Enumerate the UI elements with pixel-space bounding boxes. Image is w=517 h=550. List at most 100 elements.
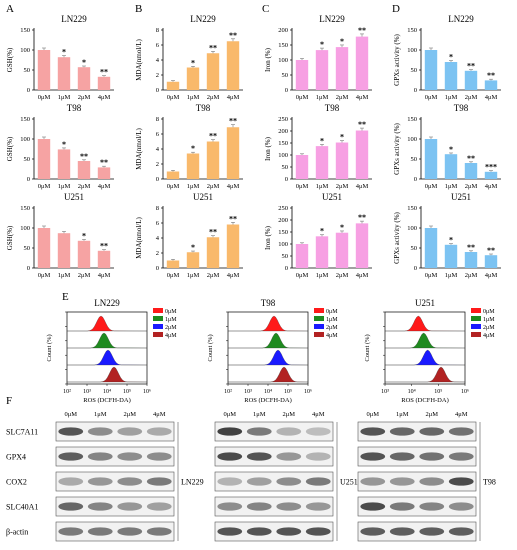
y-tick-label: 150: [20, 27, 30, 34]
band: [389, 452, 415, 461]
legend-swatch: [153, 324, 163, 329]
x-tick-label: 10⁶: [461, 389, 469, 395]
band: [87, 452, 113, 461]
chart-title: LN229: [319, 14, 345, 24]
histogram-0μM: [385, 315, 466, 332]
y-tick-label: 0: [285, 87, 288, 94]
y-tick-label: 50: [411, 67, 418, 74]
band: [360, 452, 386, 461]
band: [87, 527, 113, 536]
x-tick-label: 2μM: [207, 183, 220, 190]
significance-label: *: [82, 58, 86, 67]
blot-strip-β-actin: [357, 521, 477, 542]
legend-swatch: [314, 308, 324, 313]
bar: [295, 155, 309, 179]
band: [360, 502, 386, 511]
bar: [206, 237, 220, 268]
histogram-2μM: [228, 349, 309, 366]
histogram-4μM: [385, 366, 466, 383]
band: [305, 477, 331, 486]
y-tick-label: 0: [414, 176, 417, 183]
y-tick-label: 50: [282, 164, 289, 171]
blot-strip-SLC7A11: [214, 421, 334, 442]
y-tick-label: 50: [411, 245, 418, 252]
significance-label: *: [320, 40, 324, 49]
x-tick-label: 10⁴: [264, 389, 272, 395]
band: [305, 527, 331, 536]
bar: [77, 67, 91, 90]
band: [246, 427, 272, 436]
significance-label: *: [62, 48, 66, 57]
y-tick-label: 0: [156, 265, 159, 272]
bar: [315, 50, 329, 90]
band: [419, 527, 445, 536]
x-tick-label: 2μM: [78, 94, 91, 101]
x-tick-label: 10²: [63, 389, 71, 395]
y-tick-label: 50: [282, 253, 289, 260]
band: [448, 477, 474, 486]
protein-label-SLC7A11: SLC7A11: [6, 428, 38, 437]
x-tick-label: 10³: [381, 389, 389, 395]
legend-swatch: [314, 324, 324, 329]
bar: [464, 163, 478, 179]
x-tick-label: 2μM: [336, 94, 349, 101]
significance-label: **: [100, 242, 108, 251]
x-tick-label: 10⁴: [408, 389, 416, 395]
legend-swatch: [471, 308, 481, 313]
bar: [484, 80, 498, 90]
legend-label: 2μM: [165, 325, 177, 331]
blot-strip-SLC40A1: [214, 496, 334, 517]
band: [276, 502, 302, 511]
band: [246, 502, 272, 511]
band: [58, 477, 84, 486]
lane-label: 0μM: [64, 411, 77, 418]
blot-strip-SLC7A11: [55, 421, 175, 442]
significance-label: *: [449, 236, 453, 245]
bar-chart-C-LN229: LN229 Iron (%) 0 50 100 150 200 0μM * 1μM * 2μM ** 4μ…: [264, 14, 372, 101]
lane-label: 4μM: [312, 411, 325, 418]
band: [87, 502, 113, 511]
significance-label: **: [209, 228, 217, 237]
chart-title: T98: [454, 103, 469, 113]
x-tick-label: 2μM: [78, 272, 91, 279]
bar: [206, 53, 220, 90]
x-tick-label: 0μM: [296, 272, 309, 279]
x-tick-label: 10³: [83, 389, 91, 395]
bar: [355, 36, 369, 90]
legend-label: 0μM: [326, 309, 338, 315]
significance-label: *: [340, 133, 344, 142]
bar: [355, 223, 369, 268]
band: [448, 452, 474, 461]
y-tick-label: 100: [278, 57, 288, 64]
y-tick-label: 100: [407, 136, 417, 143]
x-tick-label: 2μM: [336, 272, 349, 279]
bar: [444, 244, 458, 268]
bar: [186, 153, 200, 179]
significance-label: **: [209, 43, 217, 52]
bar-chart-B-T98: T98 MDA(nmol/L) 0 2 4 6 8 0μM * 1μM ** 2μM ** 4μM: [135, 103, 243, 190]
y-axis-label: GPXs activity (%): [393, 211, 401, 263]
bar: [424, 50, 438, 90]
bar: [37, 228, 51, 268]
y-axis-label: Count (%): [364, 334, 371, 361]
bar-chart-D-LN229: LN229 GPXs activity (%) 0 50 100 150 0μM * 1μM **…: [393, 14, 501, 101]
cell-line-label: LN229: [181, 478, 204, 487]
y-tick-label: 150: [407, 27, 417, 34]
legend-label: 1μM: [326, 317, 338, 323]
legend-label: 4μM: [326, 333, 338, 339]
x-tick-label: 1μM: [187, 94, 200, 101]
bar: [57, 57, 71, 90]
x-tick-label: 2μM: [465, 94, 478, 101]
significance-label: **: [100, 68, 108, 77]
x-tick-label: 10⁴: [103, 389, 111, 395]
bar: [424, 139, 438, 179]
x-tick-label: 0μM: [296, 183, 309, 190]
y-tick-label: 0: [156, 87, 159, 94]
x-tick-label: 1μM: [187, 272, 200, 279]
y-tick-label: 50: [411, 156, 418, 163]
panel-label-C: C: [262, 3, 269, 15]
bar-chart-A-LN229: LN229 GSH(%) 0 50 100 150 0μM * 1μM * 2μM ** 4μM: [6, 14, 114, 101]
bar: [226, 127, 240, 179]
band: [217, 477, 243, 486]
